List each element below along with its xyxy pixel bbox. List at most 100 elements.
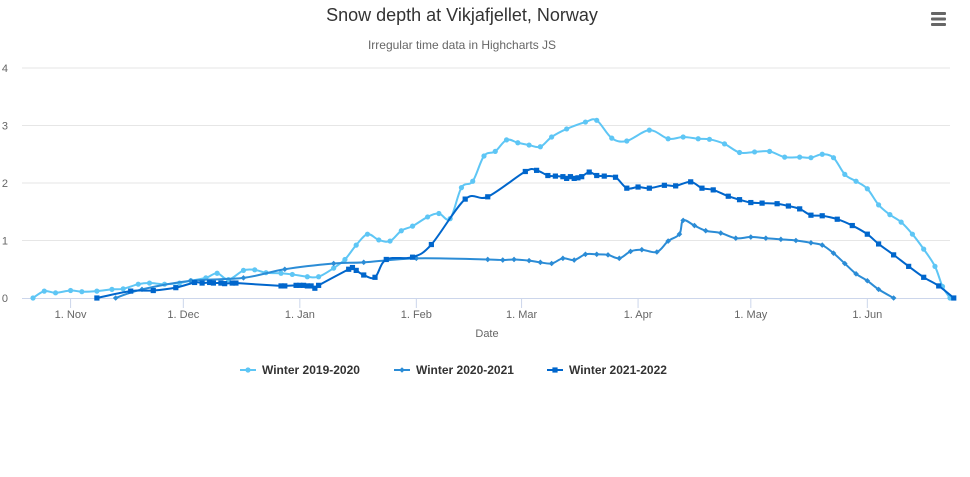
data-point[interactable]	[545, 172, 551, 179]
data-point[interactable]	[819, 151, 825, 157]
data-point[interactable]	[853, 271, 859, 277]
data-point[interactable]	[819, 213, 825, 219]
data-point[interactable]	[890, 295, 897, 301]
data-point[interactable]	[484, 256, 491, 263]
data-point[interactable]	[515, 140, 521, 146]
data-point[interactable]	[808, 240, 814, 246]
data-point[interactable]	[936, 283, 942, 289]
data-point[interactable]	[661, 182, 667, 188]
data-point[interactable]	[864, 186, 870, 192]
data-point[interactable]	[680, 134, 686, 140]
data-point[interactable]	[376, 237, 382, 243]
data-point[interactable]	[751, 149, 758, 155]
data-point[interactable]	[717, 230, 724, 236]
data-point[interactable]	[372, 274, 378, 280]
data-point[interactable]	[109, 286, 115, 292]
data-point[interactable]	[330, 260, 337, 267]
data-point[interactable]	[361, 272, 367, 278]
data-point[interactable]	[699, 185, 705, 191]
data-point[interactable]	[887, 212, 893, 218]
data-point[interactable]	[582, 251, 589, 258]
data-point[interactable]	[680, 217, 686, 224]
data-point[interactable]	[702, 227, 709, 234]
data-point[interactable]	[173, 285, 179, 291]
data-point[interactable]	[492, 148, 498, 154]
data-point[interactable]	[112, 295, 119, 301]
data-point[interactable]	[499, 257, 506, 263]
data-point[interactable]	[665, 136, 671, 142]
data-point[interactable]	[797, 206, 803, 212]
data-point[interactable]	[748, 199, 754, 206]
data-point[interactable]	[864, 231, 870, 237]
data-point[interactable]	[849, 222, 855, 229]
data-point[interactable]	[67, 287, 74, 294]
data-point[interactable]	[281, 266, 288, 273]
data-point[interactable]	[688, 179, 694, 185]
data-point[interactable]	[654, 249, 660, 255]
data-point[interactable]	[673, 183, 679, 189]
data-point[interactable]	[605, 252, 611, 258]
data-point[interactable]	[331, 265, 337, 271]
data-point[interactable]	[763, 235, 769, 241]
data-point[interactable]	[199, 280, 205, 286]
legend-marker[interactable]	[245, 367, 251, 373]
data-point[interactable]	[906, 263, 912, 269]
data-point[interactable]	[425, 214, 431, 220]
data-point[interactable]	[398, 228, 404, 234]
data-point[interactable]	[594, 117, 600, 123]
data-point[interactable]	[834, 216, 840, 222]
data-point[interactable]	[951, 295, 957, 301]
data-point[interactable]	[586, 169, 592, 175]
data-point[interactable]	[560, 255, 566, 262]
data-point[interactable]	[582, 119, 589, 125]
data-point[interactable]	[616, 255, 623, 262]
data-point[interactable]	[842, 171, 848, 177]
data-point[interactable]	[575, 175, 581, 181]
data-point[interactable]	[921, 246, 927, 252]
data-point[interactable]	[353, 242, 359, 248]
data-point[interactable]	[360, 259, 367, 266]
data-point[interactable]	[364, 231, 371, 237]
data-point[interactable]	[778, 236, 784, 243]
data-point[interactable]	[304, 283, 310, 289]
data-point[interactable]	[282, 283, 288, 289]
data-point[interactable]	[635, 184, 641, 190]
data-point[interactable]	[549, 134, 555, 140]
data-point[interactable]	[252, 267, 258, 273]
data-point[interactable]	[564, 175, 570, 181]
data-point[interactable]	[921, 274, 927, 280]
data-point[interactable]	[94, 288, 100, 294]
data-point[interactable]	[214, 270, 220, 276]
data-point[interactable]	[387, 238, 393, 244]
data-point[interactable]	[853, 178, 859, 184]
data-point[interactable]	[428, 241, 434, 248]
data-point[interactable]	[229, 280, 235, 286]
data-point[interactable]	[316, 274, 322, 280]
data-point[interactable]	[721, 141, 728, 147]
data-point[interactable]	[774, 201, 780, 207]
data-point[interactable]	[353, 267, 359, 273]
data-point[interactable]	[571, 175, 577, 181]
data-point[interactable]	[312, 285, 318, 291]
data-point[interactable]	[736, 197, 743, 203]
data-point[interactable]	[571, 257, 577, 263]
data-point[interactable]	[759, 200, 765, 206]
data-point[interactable]	[222, 281, 228, 287]
data-point[interactable]	[797, 154, 803, 160]
data-point[interactable]	[567, 174, 574, 180]
data-point[interactable]	[612, 174, 619, 180]
data-point[interactable]	[409, 223, 416, 229]
data-point[interactable]	[706, 136, 713, 142]
data-point[interactable]	[462, 196, 468, 202]
data-point[interactable]	[691, 222, 698, 229]
data-point[interactable]	[522, 168, 528, 175]
data-point[interactable]	[601, 173, 607, 179]
data-point[interactable]	[624, 185, 630, 191]
data-point[interactable]	[342, 256, 348, 263]
legend-item[interactable]: Winter 2019-2020	[240, 363, 360, 377]
data-point[interactable]	[293, 282, 299, 288]
data-point[interactable]	[646, 127, 652, 133]
data-point[interactable]	[560, 174, 566, 180]
data-point[interactable]	[135, 281, 141, 287]
data-point[interactable]	[240, 267, 247, 273]
